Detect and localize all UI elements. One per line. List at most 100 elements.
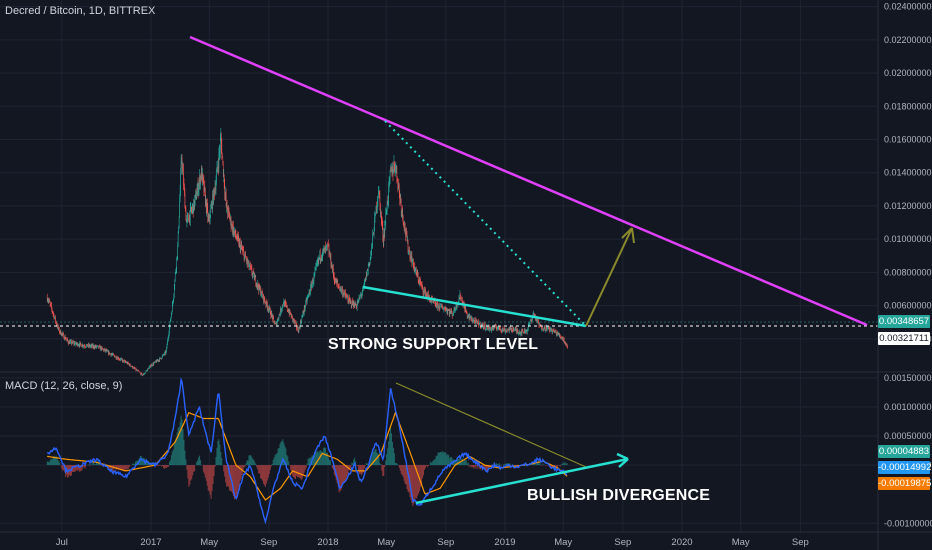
price-candle-body [466,312,467,314]
price-candle-body [503,330,504,332]
price-candle-body [385,213,386,224]
macd-histogram-bar [554,465,556,466]
price-candle-body [286,304,287,307]
price-candle-body [183,184,185,187]
price-candle-body [182,167,183,168]
price-candle-body [303,312,304,314]
price-candle-body [106,350,108,351]
price-candle-body [484,324,485,327]
price-candle-body [369,262,370,264]
price-candle-body [555,330,557,333]
price-candle-body [177,245,178,257]
price-candle-body [143,373,145,375]
macd-histogram-bar [324,447,326,466]
price-candle-body [438,304,440,309]
macd-histogram-bar [401,465,403,476]
price-candle-body [290,313,291,315]
price-candle-body [313,281,314,284]
macd-histogram-bar [108,465,110,469]
price-candle-body [283,304,284,305]
price-candle-body [304,306,305,309]
price-candle-body [111,354,112,355]
macd-histogram-bar [175,437,177,466]
macd-histogram-bar [135,460,137,466]
macd-histogram-bar [202,465,204,472]
macd-line [46,376,568,525]
price-candle-body [388,179,390,185]
price-candle-body [156,361,157,363]
price-candle-body [527,329,528,333]
price-candle-body [266,301,267,305]
price-candle-body [251,267,252,269]
price-candle-body [253,271,254,274]
macd-histogram-bar [267,465,269,478]
price-candle-body [118,359,120,360]
price-candle-body [408,250,410,252]
price-candle-body [283,301,285,305]
price-candle-body [423,292,424,294]
time-tick-label: May [732,537,750,548]
price-candle-body [557,333,558,335]
wedge-support-line [362,285,587,328]
price-candle-body [373,231,375,235]
price-candle-body [168,336,169,339]
price-candle-body [94,346,96,347]
price-candle-body [289,310,291,314]
price-candle-body [487,325,488,330]
macd-histogram-bar [402,465,404,478]
macd-histogram-bar [173,443,175,466]
price-candle-body [217,167,218,169]
price-candle-body [206,204,208,211]
price-candle-body [243,252,245,260]
price-candle-body [451,310,452,313]
price-candle-body [452,314,454,315]
price-candle-body [450,312,451,313]
price-candle-body [177,231,179,246]
price-candle-body [201,167,203,181]
price-candle-body [266,301,268,305]
macd-histogram-bar [72,465,74,472]
price-candle-body [169,326,170,333]
macd-histogram-bar [327,457,329,466]
macd-histogram-bar [355,461,357,466]
price-candle-body [69,341,70,344]
divergence-annotation: BULLISH DIVERGENCE [527,487,711,504]
price-candle-body [525,332,526,333]
time-tick-label: 2018 [317,537,338,548]
macd-histogram-bar [51,459,53,466]
macd-histogram-bar [386,454,388,466]
price-candle-body [303,312,305,314]
macd-histogram-bar [121,465,123,470]
time-tick-label: Sep [437,537,454,548]
price-candle-body [493,327,494,329]
price-candle-body [97,345,99,347]
price-candle-body [150,365,151,368]
price-candle-body [448,310,450,314]
macd-histogram-bar [441,452,443,466]
macd-histogram-bar [464,460,466,466]
resistance-trendline [189,35,868,327]
price-candle-body [126,362,128,364]
macd-histogram-bar [161,465,163,467]
macd-histogram-bar [169,460,171,466]
macd-histogram-bar [450,456,452,466]
price-candle-body [531,320,532,322]
macd-histogram-bar [156,465,158,467]
price-candle-body [187,216,188,219]
price-candle-body [389,178,390,180]
price-candle-body [453,307,455,313]
price-candle-body [110,353,112,356]
price-candle-body [68,341,70,344]
macd-histogram-bar [283,442,285,466]
macd-histogram-bar [509,463,511,466]
price-candle-body [402,209,403,217]
price-candle-body [67,338,68,341]
price-candle-body [437,302,438,308]
price-candle-body [493,326,495,329]
macd-histogram-bar [84,465,86,469]
price-candle-body [313,274,315,282]
price-candle-body [53,314,55,319]
price-candle-body [506,330,508,332]
macd-histogram-bar [537,462,539,466]
